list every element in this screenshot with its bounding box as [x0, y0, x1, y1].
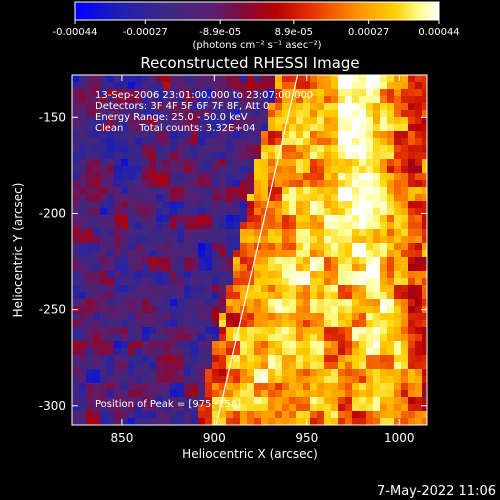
colorbar-tick-label: 0.00044 — [418, 27, 459, 38]
solar-limb-line — [215, 75, 299, 425]
x-axis-ticks: 850 900 950 1000 — [110, 75, 415, 445]
x-tick-label: 900 — [203, 431, 226, 445]
plot-frame — [71, 74, 428, 426]
annotation-detectors: Detectors: 3F 4F 5F 6F 7F 8F, Att 0 — [95, 101, 269, 112]
y-axis-label: Heliocentric Y (arcsec) — [11, 183, 25, 318]
y-tick-label: -200 — [39, 206, 66, 220]
chart-title: Reconstructed RHESSI Image — [140, 54, 359, 72]
colorbar-tick-label: -0.00027 — [123, 27, 168, 38]
heatmap-image — [72, 75, 427, 425]
colorbar-tick-label: -0.00044 — [53, 27, 98, 38]
annotation-time-range: 13-Sep-2006 23:01:00.000 to 23:07:00.000 — [95, 90, 313, 101]
x-axis-label: Heliocentric X (arcsec) — [182, 447, 318, 461]
colorbar-tick-label: -8.9e-05 — [199, 27, 241, 38]
y-tick-label: -150 — [39, 110, 66, 124]
colorbar: -0.00044 -0.00027 -8.9e-05 8.9e-05 0.00027 0.… — [53, 1, 460, 51]
colorbar-units-label: (photons cm⁻² s⁻¹ asec⁻²) — [192, 40, 321, 51]
colorbar-ticks: -0.00044 -0.00027 -8.9e-05 8.9e-05 0.00027 0.… — [53, 20, 460, 38]
colorbar-tick-label: 0.00027 — [348, 27, 389, 38]
colorbar-tick-label: 8.9e-05 — [275, 27, 313, 38]
plot-area: 850 900 950 1000 -150 -200 -250 -300 13-Sep-20… — [39, 74, 428, 445]
x-tick-label: 950 — [295, 431, 318, 445]
annotation-clean-total-counts: Clean Total counts: 3.32E+04 — [95, 123, 255, 134]
footer-date: 7-May-2022 11:06 — [377, 484, 496, 499]
y-axis-ticks: -150 -200 -250 -300 — [39, 110, 427, 413]
x-tick-label: 850 — [110, 431, 133, 445]
y-tick-label: -250 — [39, 303, 66, 317]
y-tick-label: -300 — [39, 399, 66, 413]
annotation-peak-position: Position of Peak = [975,-156] — [95, 399, 241, 410]
annotation-energy-range: Energy Range: 25.0 - 50.0 keV — [95, 112, 248, 123]
x-tick-label: 1000 — [384, 431, 415, 445]
colorbar-gradient — [74, 1, 440, 21]
